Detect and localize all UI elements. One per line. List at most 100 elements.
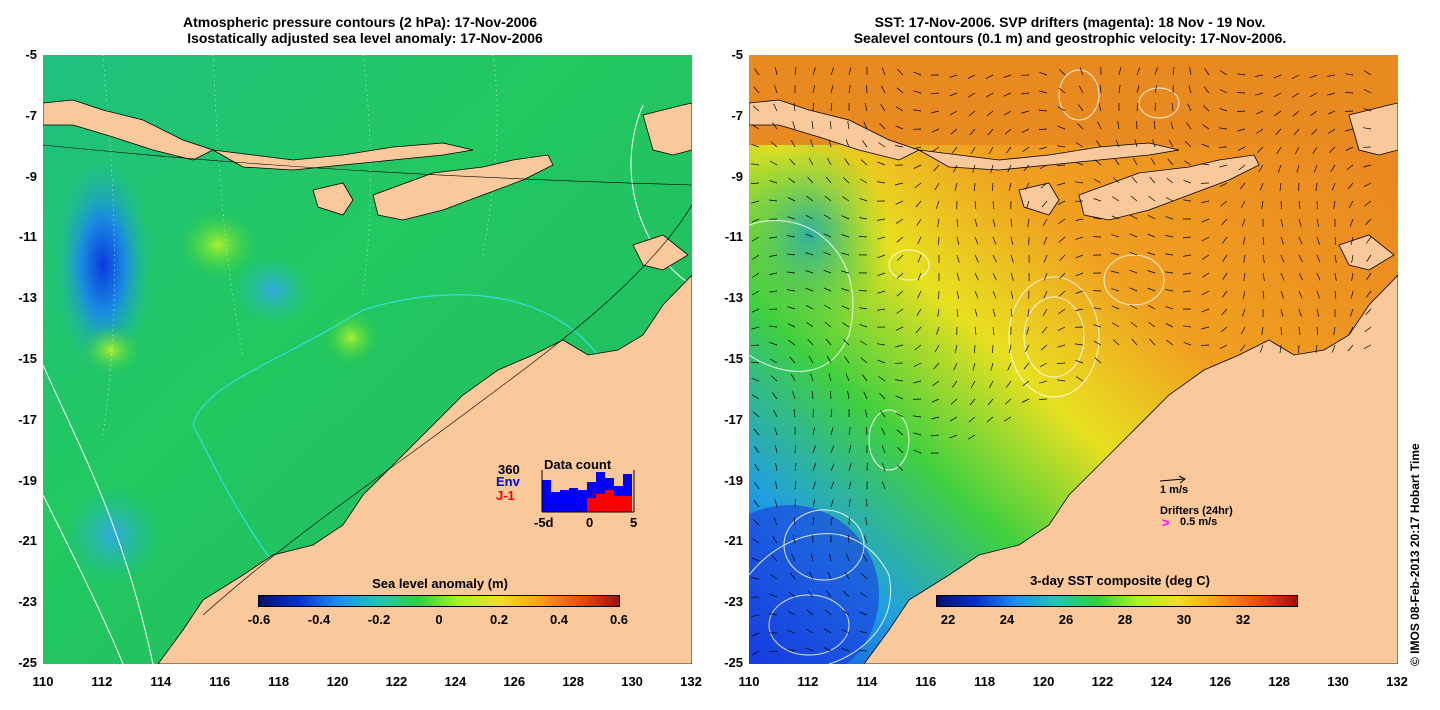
velocity-arrow [1094, 159, 1102, 166]
velocity-arrow [1365, 236, 1372, 244]
velocity-arrow [841, 288, 850, 292]
velocity-arrow [992, 290, 997, 299]
velocity-arrow [866, 498, 868, 508]
x-axis-tick-label: 114 [856, 674, 878, 689]
velocity-arrow [751, 200, 760, 204]
velocity-arrow [931, 110, 940, 114]
x-axis-tick-label: 126 [1209, 674, 1232, 689]
velocity-arrow [1201, 143, 1210, 148]
velocity-arrow [842, 322, 850, 328]
y-axis-tick-label: -17 [724, 411, 743, 427]
velocity-arrow [1236, 92, 1246, 94]
velocity-arrow [949, 416, 958, 422]
velocity-arrow [848, 445, 852, 454]
velocity-arrow [859, 340, 868, 346]
velocity-arrow [953, 362, 958, 371]
velocity-arrow [1292, 92, 1300, 98]
data-count-j1: J-1 [496, 488, 515, 503]
velocity-arrow [1010, 290, 1014, 299]
velocity-arrow [1243, 254, 1246, 263]
velocity-arrow [915, 326, 922, 334]
velocity-arrow [1237, 128, 1246, 132]
velocity-arrow [949, 434, 958, 439]
velocity-arrow [968, 92, 976, 98]
velocity-arrow [774, 67, 778, 76]
velocity-arrow [1298, 272, 1303, 281]
velocity-arrow [1220, 326, 1228, 333]
velocity-arrow [769, 254, 778, 257]
velocity-arrow [830, 481, 835, 490]
velocity-arrow [1202, 254, 1210, 260]
x-axis-tick-label: 128 [562, 674, 585, 689]
velocity-arrow [1095, 140, 1102, 148]
right-cbar-tick: 26 [1058, 612, 1074, 627]
velocity-arrow [913, 432, 922, 436]
velocity-arrow [1334, 290, 1337, 300]
velocity-arrow [1292, 110, 1300, 117]
velocity-arrow [1111, 252, 1120, 256]
velocity-arrow [1118, 85, 1121, 94]
velocity-arrow [753, 500, 760, 508]
x-axis-tick-label: 112 [797, 674, 819, 689]
velocity-arrow [1309, 92, 1318, 98]
velocity-arrow [1166, 339, 1174, 346]
x-axis-tick-label: 116 [915, 674, 937, 689]
velocity-arrow [751, 143, 760, 148]
velocity-arrow [1331, 344, 1336, 353]
velocity-arrow [950, 128, 958, 135]
velocity-arrow [1188, 85, 1192, 94]
velocity-arrow [1280, 290, 1284, 299]
velocity-arrow [823, 251, 832, 256]
velocity-arrow [938, 236, 940, 246]
right-title-line1: SST: 17-Nov-2006. SVP drifters (magenta)… [874, 14, 1266, 30]
velocity-arrow [1115, 139, 1120, 148]
velocity-arrow [841, 629, 850, 634]
velocity-arrow [1136, 85, 1140, 94]
velocity-arrow [865, 426, 868, 436]
velocity-arrow [913, 71, 922, 76]
velocity-arrow [769, 325, 778, 328]
x-axis-tick-label: 126 [503, 674, 526, 689]
velocity-arrow [1039, 362, 1048, 368]
x-axis-tick-label: 112 [91, 674, 113, 689]
velocity-arrow [790, 139, 796, 148]
velocity-arrow [805, 233, 814, 238]
velocity-arrow [773, 409, 778, 418]
velocity-arrow [877, 236, 886, 240]
velocity-arrow [805, 270, 814, 274]
velocity-arrow [1186, 122, 1192, 130]
x-axis-tick-label: 132 [680, 674, 702, 689]
velocity-arrow [859, 324, 868, 328]
velocity-arrow [1311, 128, 1318, 136]
velocity-arrow [1201, 163, 1210, 166]
velocity-arrow [895, 395, 904, 400]
y-axis-tick-label: -9 [731, 168, 743, 184]
velocity-arrow [844, 356, 850, 364]
velocity-arrow [913, 449, 922, 454]
velocity-legend: 1 m/s [1160, 484, 1189, 496]
left-colorbar-title: Sea level anomaly (m) [372, 576, 508, 591]
velocity-arrow [1280, 308, 1284, 317]
velocity-arrow [1022, 146, 1030, 153]
x-axis-tick-label: 122 [385, 674, 408, 689]
velocity-arrow [1276, 146, 1282, 154]
velocity-arrow [1093, 307, 1102, 310]
velocity-arrow [1004, 110, 1012, 116]
velocity-arrow [931, 128, 940, 133]
velocity-arrow [842, 196, 850, 202]
velocity-arrow [1038, 109, 1048, 112]
velocity-arrow [830, 85, 834, 94]
velocity-arrow [1112, 322, 1120, 328]
velocity-arrow [812, 499, 816, 508]
velocity-arrow [1172, 67, 1175, 76]
velocity-arrow [879, 393, 886, 400]
velocity-arrow [1201, 326, 1210, 330]
velocity-arrow [877, 254, 886, 259]
velocity-arrow [843, 177, 850, 184]
velocity-arrow [895, 379, 904, 382]
data-count-360: 360 [498, 462, 520, 477]
y-axis-tick-label: -7 [25, 107, 37, 123]
velocity-arrow [954, 344, 958, 353]
x-axis-tick-label: 114 [150, 674, 172, 689]
velocity-arrow [859, 630, 868, 634]
